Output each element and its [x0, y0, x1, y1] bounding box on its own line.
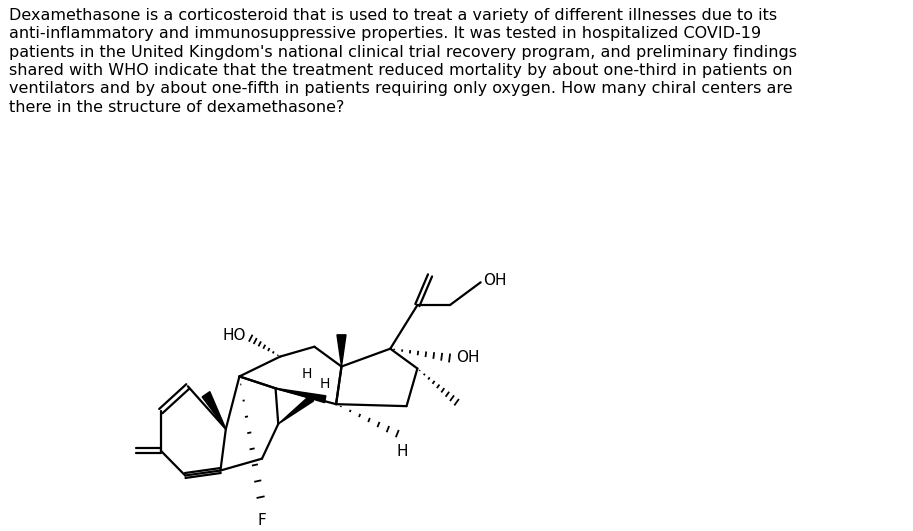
Polygon shape [276, 388, 326, 402]
Text: shared with WHO indicate that the treatment reduced mortality by about one-third: shared with WHO indicate that the treatm… [9, 63, 792, 78]
Text: H: H [302, 367, 312, 381]
Polygon shape [278, 396, 313, 424]
Text: Dexamethasone is a corticosteroid that is used to treat a variety of different i: Dexamethasone is a corticosteroid that i… [9, 8, 777, 23]
Polygon shape [202, 392, 226, 429]
Text: HO: HO [222, 328, 246, 344]
Text: F: F [257, 513, 267, 528]
Text: H: H [396, 444, 408, 459]
Text: patients in the United Kingdom's national clinical trial recovery program, and p: patients in the United Kingdom's nationa… [9, 45, 797, 59]
Text: H: H [320, 378, 331, 391]
Text: ventilators and by about one-fifth in patients requiring only oxygen. How many c: ventilators and by about one-fifth in pa… [9, 81, 792, 96]
Polygon shape [337, 335, 346, 366]
Text: anti-inflammatory and immunosuppressive properties. It was tested in hospitalize: anti-inflammatory and immunosuppressive … [9, 26, 761, 41]
Text: there in the structure of dexamethasone?: there in the structure of dexamethasone? [9, 99, 344, 115]
Text: OH: OH [456, 350, 479, 365]
Text: OH: OH [483, 273, 507, 288]
